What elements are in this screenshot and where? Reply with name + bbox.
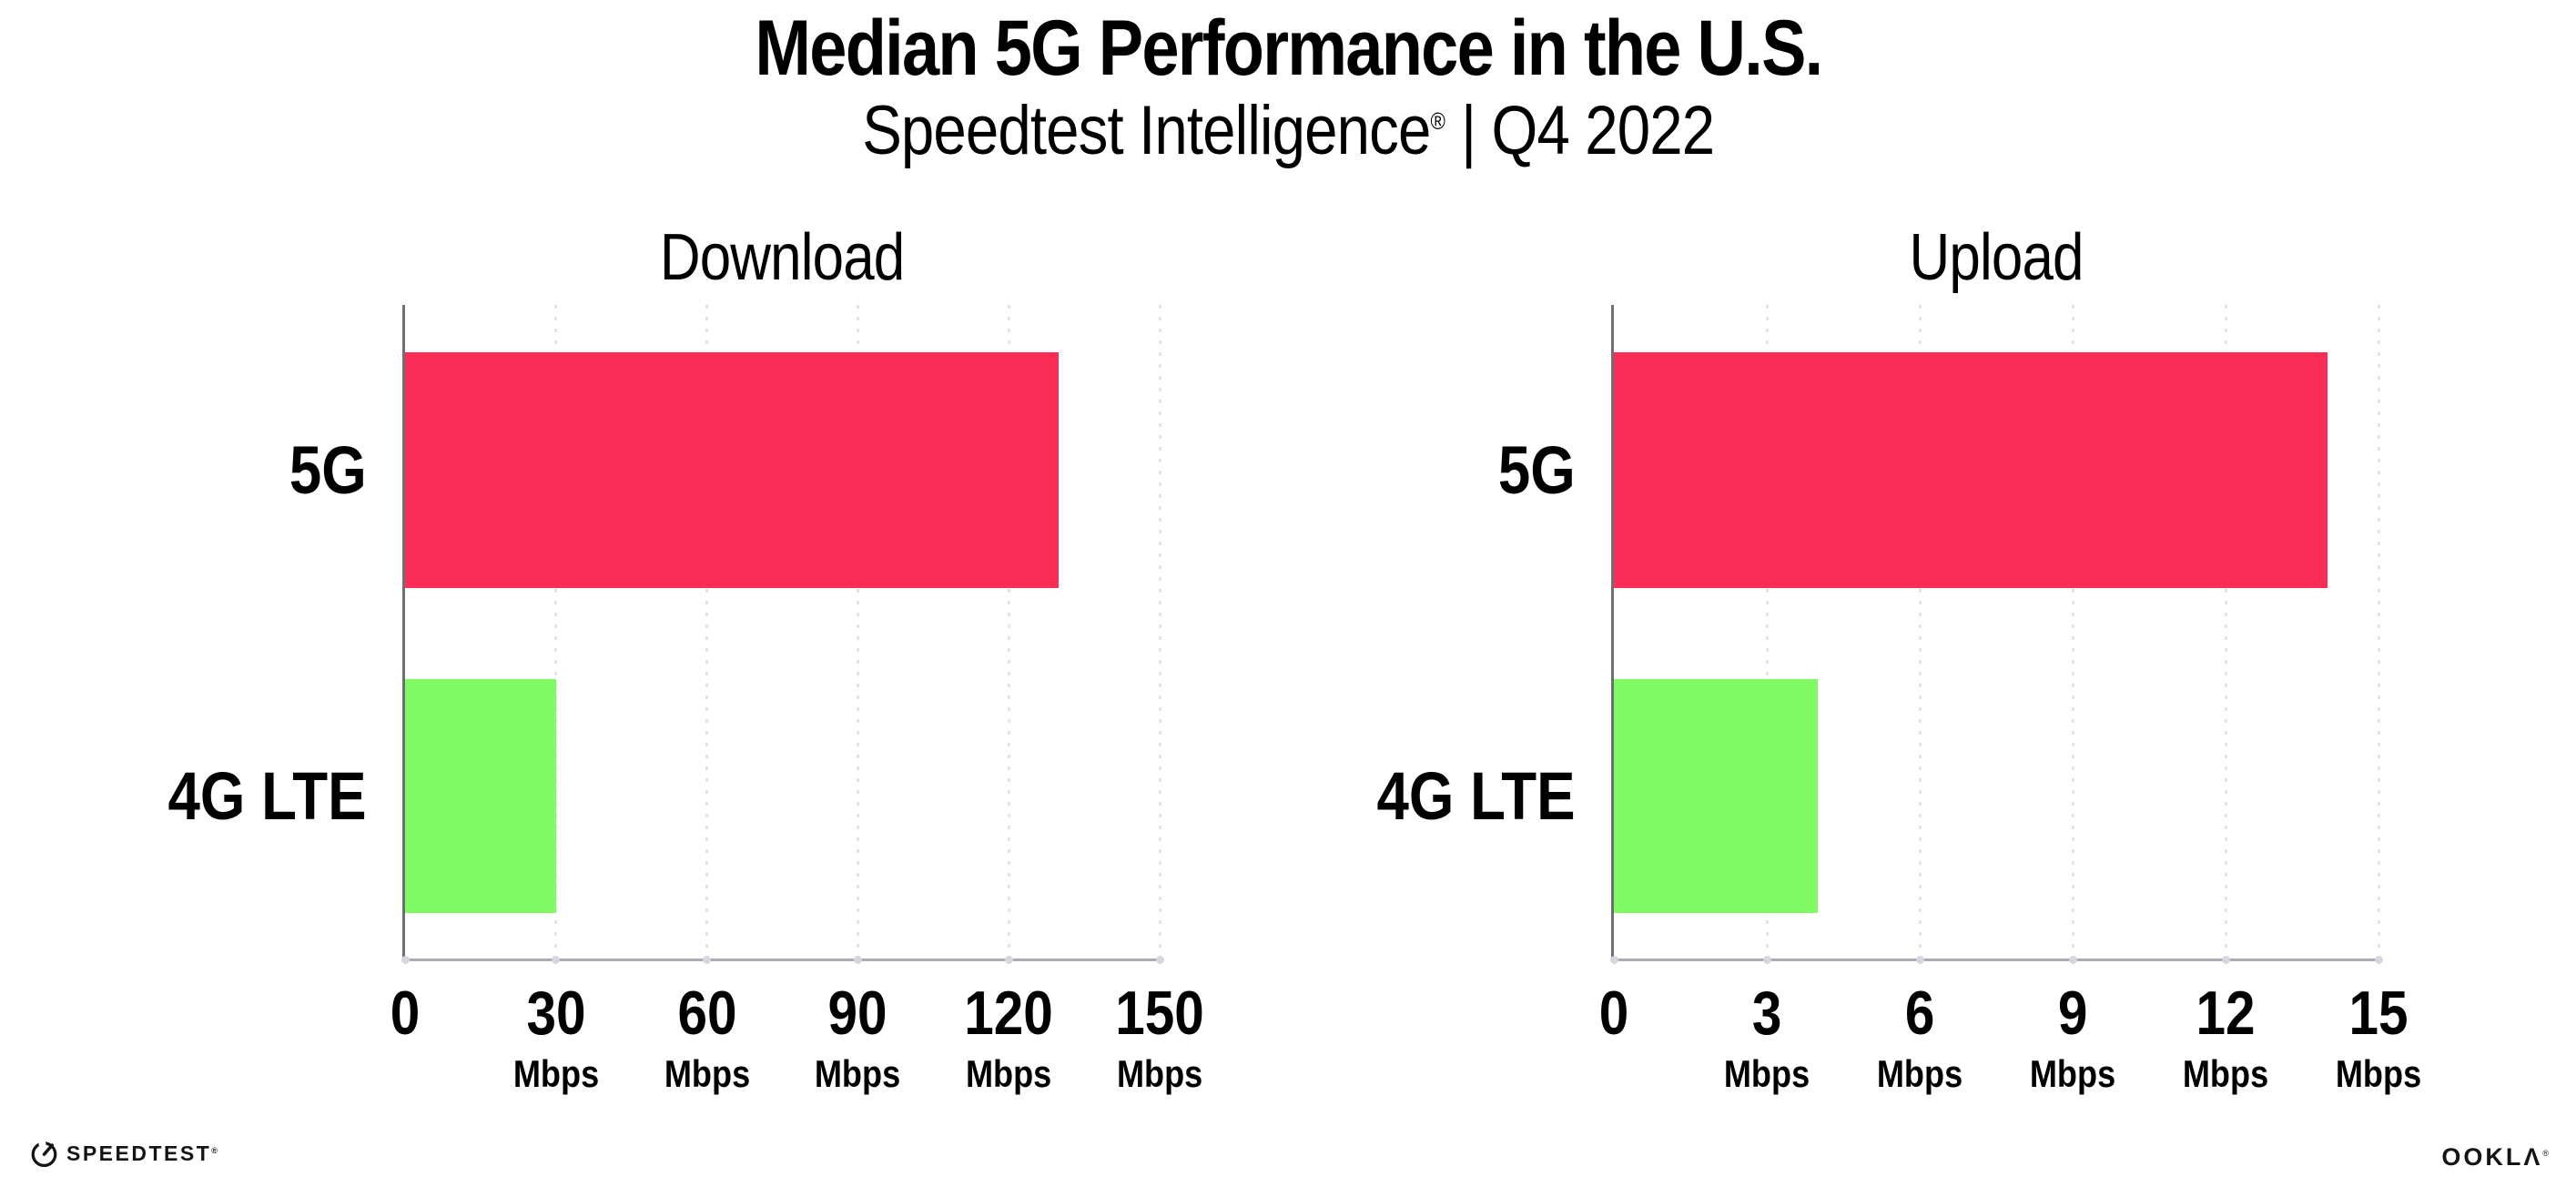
x-tick-unit: Mbps xyxy=(2182,1052,2269,1095)
speedtest-gauge-icon xyxy=(31,1140,57,1168)
x-tick-150: 150 Mbps xyxy=(1108,982,1211,1093)
bar-5g xyxy=(1614,352,2328,588)
axis-tick-dot xyxy=(1155,956,1164,964)
x-tick-9: 9 Mbps xyxy=(2023,982,2123,1093)
speedtest-logo: SPEEDTEST® xyxy=(30,1140,218,1168)
axis-tick-dot xyxy=(1609,956,1618,964)
axis-tick-dot xyxy=(2221,956,2230,964)
x-tick-unit: Mbps xyxy=(2029,1052,2116,1095)
y-label-text: 5G xyxy=(1498,431,1576,508)
subtitle-separator: | xyxy=(1445,92,1492,169)
y-label-text: 5G xyxy=(289,431,367,508)
axis-tick-dot xyxy=(401,956,410,964)
axis-tick-dot xyxy=(853,956,862,964)
x-tick-6: 6 Mbps xyxy=(1870,982,1970,1093)
y-label-text: 4G LTE xyxy=(167,757,367,834)
y-label-5g: 5G xyxy=(1486,431,1576,508)
axis-tick-dot xyxy=(703,956,712,964)
x-tick-value: 30 xyxy=(526,979,586,1048)
y-label-4g-lte: 4G LTE xyxy=(1344,757,1576,834)
y-label-5g: 5G xyxy=(277,431,367,508)
x-tick-value: 60 xyxy=(677,979,737,1048)
page-title: Median 5G Performance in the U.S. xyxy=(0,5,2576,92)
x-tick-unit: Mbps xyxy=(512,1052,599,1095)
x-tick-value: 6 xyxy=(1904,979,1935,1048)
x-tick-unit: Mbps xyxy=(664,1052,750,1095)
gridline-30-mbps xyxy=(554,305,558,959)
page-title-text: Median 5G Performance in the U.S. xyxy=(754,5,1823,92)
gridline-3-mbps xyxy=(1765,305,1769,959)
x-tick-90: 90 Mbps xyxy=(808,982,908,1093)
bar-5g xyxy=(405,352,1060,588)
registered-trademark-icon: ® xyxy=(2542,1149,2549,1158)
x-tick-120: 120 Mbps xyxy=(957,982,1060,1093)
gridline-6-mbps xyxy=(1918,305,1922,959)
x-tick-value: 90 xyxy=(827,979,887,1048)
gridline-15-mbps xyxy=(2377,305,2380,959)
x-tick-0: 0 xyxy=(388,982,422,1044)
x-tick-15: 15 Mbps xyxy=(2328,982,2429,1093)
bar-4g-lte xyxy=(405,679,556,913)
x-tick-0: 0 xyxy=(1597,982,1631,1044)
x-tick-value: 12 xyxy=(2196,979,2256,1048)
gridline-60-mbps xyxy=(705,305,709,959)
registered-trademark-icon: ® xyxy=(211,1146,218,1155)
x-tick-value: 3 xyxy=(1751,979,1782,1048)
axis-tick-dot xyxy=(2068,956,2077,964)
upload-chart-plot: Upload 0 3 Mbps 6 Mbps 9 Mbps 12 Mbps 15 Mbps 5G 4G … xyxy=(1377,225,2421,1093)
registered-trademark-icon: ® xyxy=(1430,108,1445,135)
x-tick-12: 12 Mbps xyxy=(2175,982,2276,1093)
axis-tick-dot xyxy=(1004,956,1013,964)
download-chart-plot: Download 0 30 Mbps 60 Mbps 90 Mbps 120 Mbps 150 Mb… xyxy=(168,225,1204,1093)
x-tick-value: 9 xyxy=(2057,979,2088,1048)
page-subtitle: Speedtest Intelligence® | Q4 2022 xyxy=(0,91,2576,170)
y-label-4g-lte: 4G LTE xyxy=(136,757,367,834)
x-tick-3: 3 Mbps xyxy=(1717,982,1817,1093)
x-tick-unit: Mbps xyxy=(1723,1052,1810,1095)
gridline-150-mbps xyxy=(1158,305,1161,959)
gridline-9-mbps xyxy=(2071,305,2074,959)
axis-tick-dot xyxy=(552,956,561,964)
speedtest-label: SPEEDTEST xyxy=(66,1141,212,1165)
x-tick-value: 150 xyxy=(1115,979,1204,1048)
subtitle-period: Q4 2022 xyxy=(1491,92,1715,169)
x-tick-60: 60 Mbps xyxy=(657,982,757,1093)
axis-tick-dot xyxy=(1915,956,1924,964)
chart-title-text: Download xyxy=(660,221,905,294)
speedtest-wordmark: SPEEDTEST® xyxy=(66,1143,218,1164)
chart-title: Upload xyxy=(1614,225,2378,290)
page-subtitle-text: Speedtest Intelligence® | Q4 2022 xyxy=(861,91,1715,170)
subtitle-brand: Speedtest Intelligence xyxy=(861,92,1431,169)
axis-tick-dot xyxy=(1762,956,1771,964)
bar-4g-lte xyxy=(1614,679,1818,913)
chart-title-text: Upload xyxy=(1909,221,2084,294)
chart-title: Download xyxy=(405,225,1160,290)
gridline-90-mbps xyxy=(856,305,859,959)
x-tick-value: 0 xyxy=(1598,979,1629,1048)
ookla-logo: OOKLΛ® xyxy=(2441,1145,2549,1170)
gridline-120-mbps xyxy=(1007,305,1010,959)
x-tick-unit: Mbps xyxy=(1116,1052,1203,1095)
x-tick-30: 30 Mbps xyxy=(506,982,606,1093)
x-tick-unit: Mbps xyxy=(966,1052,1052,1095)
ookla-wordmark: OOKLΛ xyxy=(2441,1143,2543,1171)
x-tick-value: 15 xyxy=(2348,979,2409,1048)
x-tick-unit: Mbps xyxy=(2335,1052,2422,1095)
axis-tick-dot xyxy=(2374,956,2383,964)
x-tick-value: 0 xyxy=(390,979,421,1048)
x-tick-value: 120 xyxy=(964,979,1053,1048)
y-label-text: 4G LTE xyxy=(1376,757,1576,834)
x-tick-unit: Mbps xyxy=(1876,1052,1963,1095)
x-tick-unit: Mbps xyxy=(815,1052,901,1095)
gridline-12-mbps xyxy=(2224,305,2227,959)
